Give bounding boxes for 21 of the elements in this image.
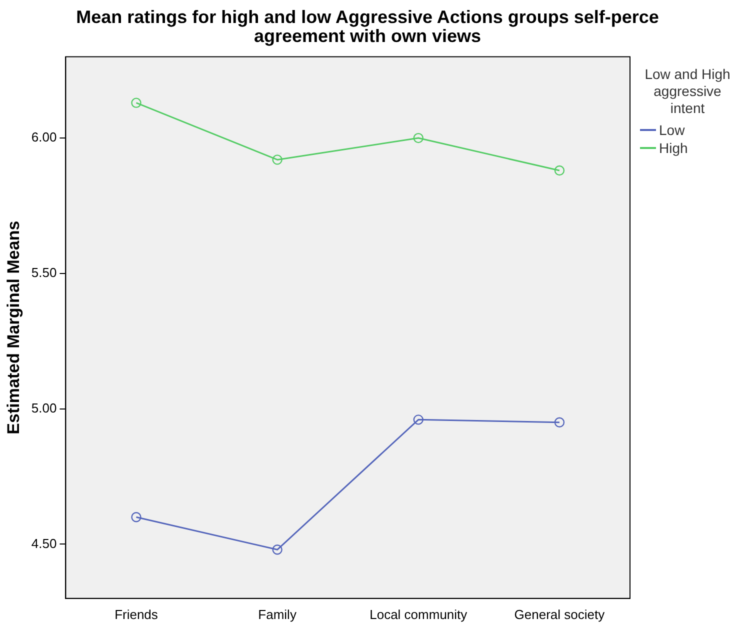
point — [131, 98, 142, 108]
point — [413, 414, 424, 425]
point — [413, 132, 424, 144]
chart-title: Mean ratings for high and low Aggressive Actions groups self-perce agreement with own views — [75, 7, 660, 46]
legend-label: Low — [659, 122, 685, 138]
point — [272, 544, 282, 555]
y-tick-label: 5.50 — [31, 265, 57, 280]
x-tick-label: Local community — [370, 606, 468, 622]
y-axis-title: Estimated Marginal Means — [4, 220, 23, 434]
point — [554, 165, 565, 176]
y-tick-label: 4.50 — [31, 536, 57, 551]
point — [272, 154, 282, 165]
legend-label: High — [659, 140, 688, 156]
x-tick-label: General society — [514, 606, 606, 622]
x-tick-label: Friends — [114, 606, 158, 622]
legend-title: Low and High aggressive intent — [644, 66, 732, 117]
y-tick-label: 5.00 — [31, 400, 57, 416]
point — [554, 417, 565, 428]
point — [131, 512, 142, 522]
y-tick-label: 6.00 — [31, 130, 57, 145]
x-tick-label: Family — [258, 606, 297, 622]
